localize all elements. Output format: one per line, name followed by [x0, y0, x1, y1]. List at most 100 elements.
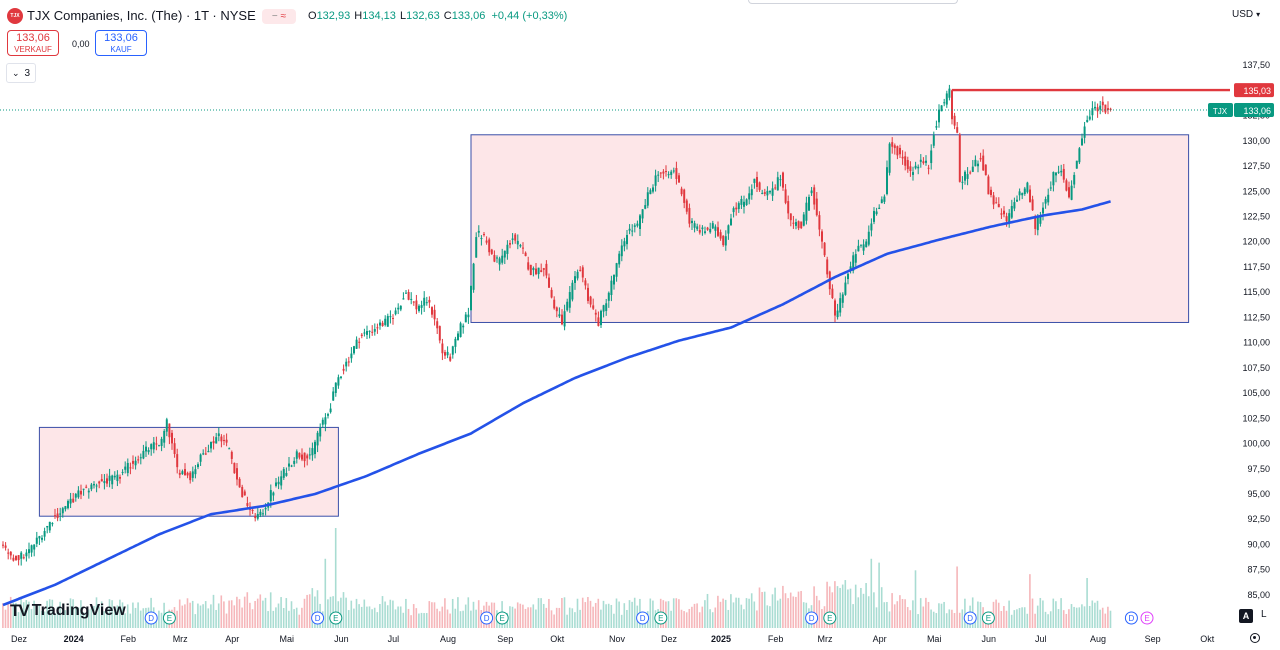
- indicators-toggle[interactable]: ⌄ 3: [6, 63, 36, 83]
- tradingview-logo[interactable]: TV TradingView: [10, 601, 126, 621]
- gear-icon[interactable]: [1250, 633, 1260, 643]
- y-tick-label: 125,00: [1242, 186, 1270, 196]
- candle-body: [298, 452, 301, 458]
- candle-body: [548, 277, 550, 288]
- volume-bar: [20, 599, 22, 628]
- currency-selector[interactable]: USD ▾: [1232, 9, 1260, 20]
- candle-body: [917, 166, 920, 169]
- candle-body: [678, 175, 680, 183]
- volume-bar: [215, 609, 217, 628]
- candle-body: [665, 171, 667, 173]
- candle-body: [238, 478, 241, 488]
- candle-body: [979, 158, 982, 160]
- volume-bar: [220, 595, 223, 628]
- volume-bar: [51, 599, 54, 628]
- volume-bar: [264, 597, 267, 628]
- volume-bar: [1078, 607, 1081, 628]
- volume-bar: [1039, 597, 1042, 628]
- candle-body: [20, 552, 23, 559]
- candle-body: [800, 221, 803, 229]
- candle-body: [623, 241, 626, 247]
- candle-body: [241, 486, 244, 497]
- volume-bar: [1010, 614, 1013, 628]
- candle-body: [186, 472, 189, 476]
- candle-body: [295, 451, 298, 459]
- volume-bar: [246, 592, 249, 628]
- volume-bar: [59, 601, 61, 628]
- event-marker-label: D: [1129, 614, 1135, 623]
- volume-bar: [535, 609, 537, 628]
- candle-body: [600, 310, 602, 326]
- candle-body: [145, 446, 147, 452]
- volume-bar: [927, 601, 930, 628]
- volume-bar: [1073, 606, 1075, 628]
- candle-body: [82, 488, 85, 490]
- candle-body: [399, 305, 402, 310]
- candle-body: [256, 513, 259, 519]
- volume-bar: [566, 614, 568, 628]
- x-tick-label: Jul: [388, 634, 400, 644]
- volume-bar: [303, 598, 306, 628]
- symbol-title[interactable]: TJX Companies, Inc. (The) · 1T · NYSE: [27, 8, 256, 23]
- volume-bar: [48, 599, 51, 628]
- symbol-logo[interactable]: TJX: [7, 8, 23, 24]
- chart-mode-toggle[interactable]: − ≈: [262, 9, 296, 24]
- candle-body: [826, 259, 829, 275]
- candle-body: [524, 252, 527, 257]
- candle-body: [358, 341, 361, 343]
- volume-bar: [1055, 601, 1057, 628]
- volume-bar: [90, 608, 93, 628]
- candle-body: [67, 500, 69, 509]
- candle-body: [4, 545, 7, 548]
- volume-bar: [1109, 610, 1112, 628]
- candle-body: [522, 247, 524, 249]
- candle-body: [415, 300, 418, 310]
- volume-bar: [324, 558, 327, 628]
- volume-bar: [1099, 609, 1101, 628]
- volume-bar: [160, 612, 163, 628]
- candle-body: [930, 150, 933, 164]
- volume-bar: [204, 601, 207, 628]
- symbol-tag: [1208, 102, 1233, 117]
- log-scale-button[interactable]: L: [1261, 609, 1267, 620]
- volume-bar: [93, 605, 95, 628]
- volume-bar: [228, 600, 230, 628]
- volume-bar: [293, 609, 295, 628]
- candle-body: [787, 201, 790, 214]
- volume-bar: [672, 598, 675, 628]
- candle-body: [93, 484, 95, 486]
- ohlc-open-key: O: [308, 10, 317, 22]
- auto-scale-button[interactable]: A: [1239, 609, 1253, 623]
- candle-body: [212, 441, 215, 444]
- candle-body: [181, 471, 184, 475]
- candle-body: [290, 465, 293, 467]
- volume-bar: [862, 593, 865, 628]
- volume-bar: [230, 600, 233, 628]
- volume-bar: [631, 601, 633, 628]
- y-tick-label: 87,50: [1247, 565, 1270, 575]
- volume-bar: [652, 600, 654, 628]
- volume-bar: [384, 601, 386, 628]
- candle-body: [675, 168, 678, 179]
- candle-body: [750, 189, 753, 196]
- candle-body: [462, 325, 465, 328]
- candle-body: [69, 498, 72, 504]
- buy-button[interactable]: 133,06 KAUF: [95, 30, 147, 56]
- candle-body: [657, 174, 660, 176]
- candle-body: [116, 474, 119, 482]
- chevron-down-icon: ⌄: [11, 67, 20, 78]
- candle-body: [423, 297, 426, 306]
- candle-body: [563, 311, 566, 327]
- volume-bar: [860, 587, 862, 628]
- candle-body: [202, 453, 205, 455]
- volume-bar: [1091, 600, 1094, 628]
- sell-button[interactable]: 133,06 VERKAUF: [7, 30, 59, 56]
- volume-bar: [459, 611, 462, 628]
- candle-body: [269, 490, 272, 502]
- candle-body: [948, 88, 951, 98]
- candle-body: [1049, 187, 1052, 189]
- candle-body: [171, 432, 173, 444]
- volume-bar: [906, 607, 909, 628]
- volume-bar: [103, 611, 106, 628]
